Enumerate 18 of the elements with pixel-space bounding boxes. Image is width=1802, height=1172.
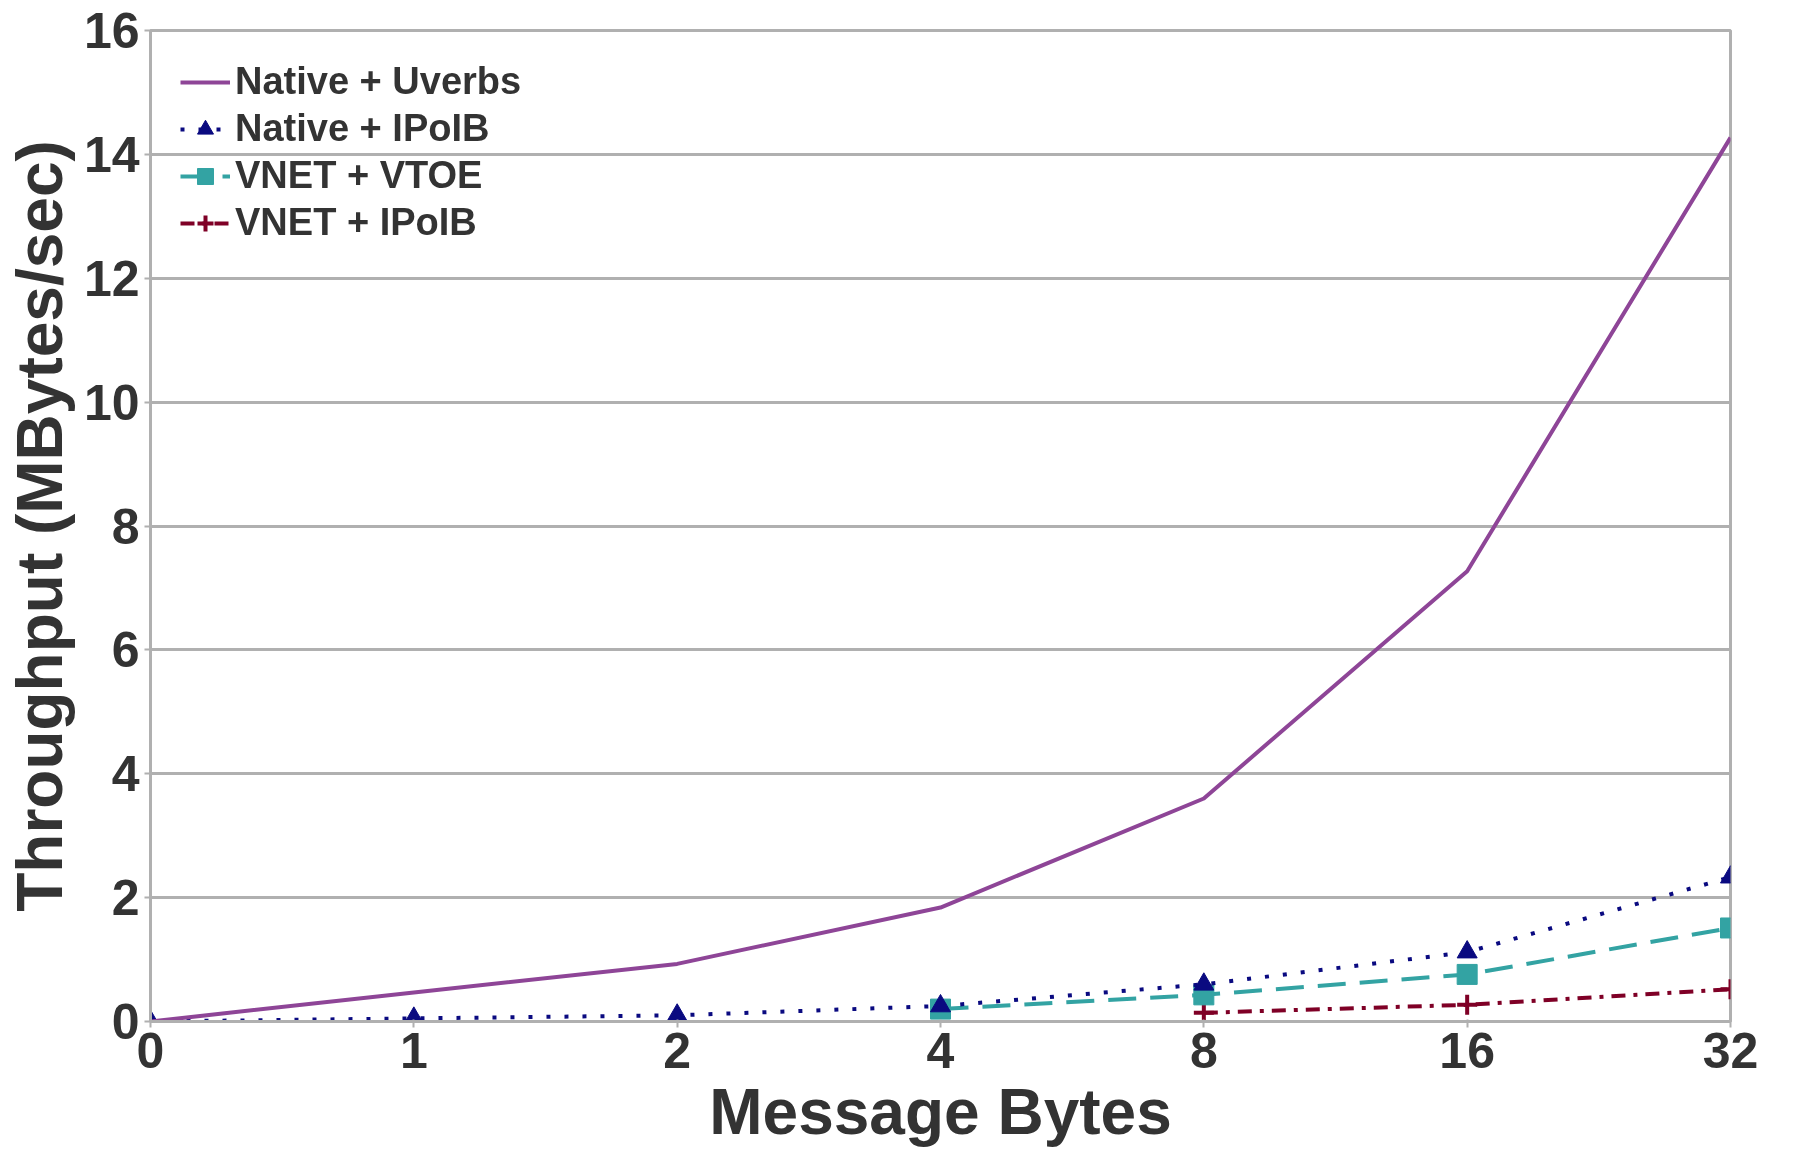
y-tick-label: 8 xyxy=(111,498,140,555)
y-tick-label: 12 xyxy=(83,250,140,307)
y-tick-label: 16 xyxy=(83,3,140,59)
y-tick-label: 10 xyxy=(83,374,140,431)
legend-label: Native + IPoIB xyxy=(235,107,490,150)
x-tick-label: 32 xyxy=(1702,1022,1759,1079)
y-tick-label: 2 xyxy=(111,870,140,927)
legend-label: Native + Uverbs xyxy=(235,60,522,103)
x-tick-label: 16 xyxy=(1439,1022,1495,1079)
x-tick-label: 1 xyxy=(399,1022,428,1079)
y-axis-title: Throughput (MBytes/sec) xyxy=(3,140,76,912)
x-tick-label: 8 xyxy=(1189,1022,1218,1079)
y-tick-label: 6 xyxy=(111,622,140,679)
legend-label: VNET + IPoIB xyxy=(235,201,477,244)
x-tick-label: 2 xyxy=(663,1022,692,1079)
y-tick-label: 14 xyxy=(83,126,140,183)
y-tick-label: 4 xyxy=(111,746,140,803)
legend-label: VNET + VTOE xyxy=(235,154,483,197)
